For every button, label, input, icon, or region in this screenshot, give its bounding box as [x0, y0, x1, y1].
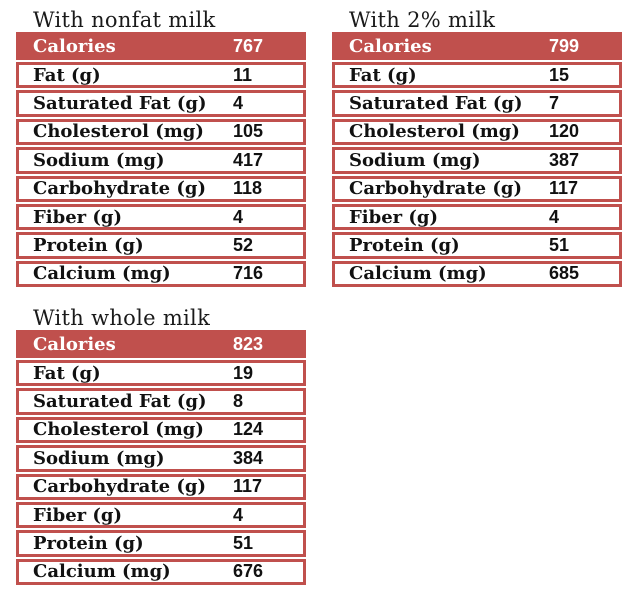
row-value: 384	[233, 447, 264, 468]
header-label: Calories	[33, 35, 116, 57]
row-value: 4	[233, 206, 244, 227]
row-label: Fiber (g)	[33, 206, 123, 228]
table-row: Fat (g) 11	[16, 62, 306, 89]
row-value: 11	[233, 64, 253, 85]
row-label: Saturated Fat (g)	[33, 93, 207, 115]
row-value: 4	[549, 206, 560, 227]
table-row: Protein (g) 51	[16, 530, 306, 557]
header-value: 767	[233, 35, 264, 56]
row-label: Cholesterol (mg)	[33, 121, 204, 143]
row-value: 716	[233, 263, 264, 284]
table-row: Protein (g) 51	[332, 232, 622, 259]
row-value: 4	[233, 504, 244, 525]
row-label: Protein (g)	[33, 235, 144, 257]
table-header-row: Calories 767	[16, 32, 306, 60]
table-row: Cholesterol (mg) 105	[16, 118, 306, 146]
row-label: Saturated Fat (g)	[349, 93, 523, 115]
table-row: Saturated Fat (g) 4	[16, 90, 306, 117]
table-row: Saturated Fat (g) 7	[332, 90, 622, 117]
row-value: 105	[233, 121, 264, 142]
row-value: 387	[549, 149, 580, 170]
row-label: Calcium (mg)	[33, 561, 171, 583]
table-row: Carbohydrate (g) 118	[16, 175, 306, 202]
row-value: 118	[233, 178, 263, 199]
row-label: Calcium (mg)	[33, 263, 171, 285]
row-value: 7	[549, 93, 560, 114]
row-label: Carbohydrate (g)	[33, 178, 206, 200]
row-value: 8	[233, 391, 244, 412]
table-row: Sodium (mg) 387	[332, 147, 622, 174]
row-value: 4	[233, 93, 244, 114]
row-value: 417	[233, 149, 264, 170]
row-label: Fiber (g)	[349, 206, 439, 228]
table-row: Cholesterol (mg) 124	[16, 416, 306, 444]
table-row: Fat (g) 15	[332, 62, 622, 89]
row-value: 117	[549, 178, 579, 199]
table-row: Calcium (mg) 676	[16, 558, 306, 586]
nutrition-table-whole: Calories 823 Fat (g) 19 Saturated Fat (g) 8…	[16, 330, 306, 586]
header-value: 823	[233, 333, 264, 354]
row-label: Calcium (mg)	[349, 263, 487, 285]
table-row: Carbohydrate (g) 117	[16, 473, 306, 500]
table-row: Protein (g) 52	[16, 232, 306, 259]
row-label: Carbohydrate (g)	[349, 178, 522, 200]
row-label: Carbohydrate (g)	[33, 476, 206, 498]
row-label: Cholesterol (mg)	[349, 121, 520, 143]
row-label: Cholesterol (mg)	[33, 419, 204, 441]
row-value: 19	[233, 362, 254, 383]
row-value: 52	[233, 235, 254, 256]
table-row: Sodium (mg) 417	[16, 147, 306, 174]
row-value: 124	[233, 419, 264, 440]
table-row: Calcium (mg) 716	[16, 260, 306, 288]
row-value: 120	[549, 121, 580, 142]
table-row: Calcium (mg) 685	[332, 260, 622, 288]
row-label: Protein (g)	[349, 235, 460, 257]
row-label: Fat (g)	[349, 64, 417, 86]
table-row: Sodium (mg) 384	[16, 445, 306, 472]
table-row: Fiber (g) 4	[332, 203, 622, 231]
nutrition-table-2pct: Calories 799 Fat (g) 15 Saturated Fat (g) 7…	[332, 32, 622, 288]
table-row: Fiber (g) 4	[16, 501, 306, 529]
header-label: Calories	[33, 333, 116, 355]
row-label: Fat (g)	[33, 362, 101, 384]
row-value: 51	[233, 533, 254, 554]
row-value: 15	[549, 64, 570, 85]
row-value: 685	[549, 263, 580, 284]
panel-nonfat-milk: With nonfat milk Calories 767 Fat (g) 11 S…	[16, 8, 306, 288]
row-value: 117	[233, 476, 263, 497]
table-title-whole: With whole milk	[33, 306, 211, 330]
row-value: 51	[549, 235, 570, 256]
header-label: Calories	[349, 35, 432, 57]
table-row: Fiber (g) 4	[16, 203, 306, 231]
table-row: Carbohydrate (g) 117	[332, 175, 622, 202]
nutrition-table-nonfat: Calories 767 Fat (g) 11 Saturated Fat (g) 4…	[16, 32, 306, 288]
panel-whole-milk: With whole milk Calories 823 Fat (g) 19 Sa…	[16, 306, 306, 586]
table-header-row: Calories 799	[332, 32, 622, 60]
table-title-2pct: With 2% milk	[349, 8, 496, 32]
row-label: Sodium (mg)	[33, 149, 165, 171]
table-row: Fat (g) 19	[16, 360, 306, 387]
row-label: Protein (g)	[33, 533, 144, 555]
table-title-nonfat: With nonfat milk	[33, 8, 216, 32]
row-label: Saturated Fat (g)	[33, 391, 207, 413]
row-label: Sodium (mg)	[33, 447, 165, 469]
table-row: Saturated Fat (g) 8	[16, 388, 306, 415]
row-label: Fat (g)	[33, 64, 101, 86]
panel-2pct-milk: With 2% milk Calories 799 Fat (g) 15 Satur…	[332, 8, 622, 288]
row-value: 676	[233, 561, 264, 582]
table-row: Cholesterol (mg) 120	[332, 118, 622, 146]
header-value: 799	[549, 35, 580, 56]
table-header-row: Calories 823	[16, 330, 306, 358]
row-label: Sodium (mg)	[349, 149, 481, 171]
row-label: Fiber (g)	[33, 504, 123, 526]
